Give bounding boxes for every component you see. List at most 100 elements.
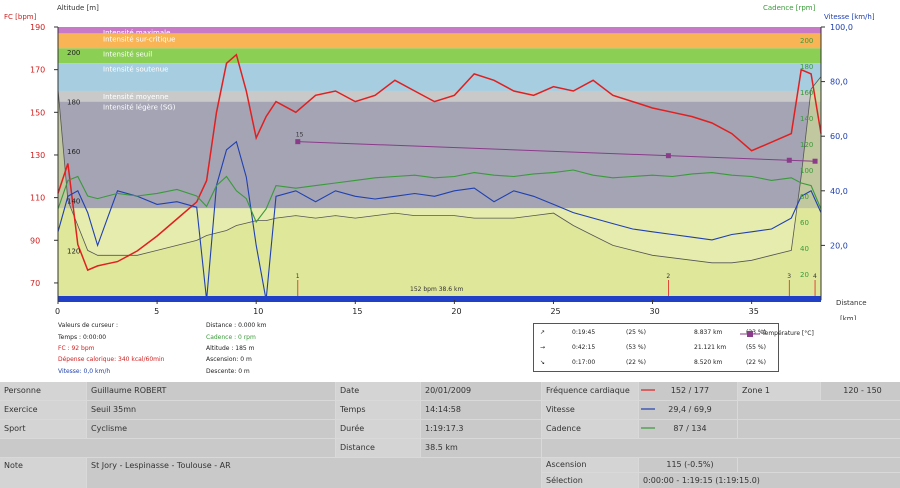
exercice-label: Exercice bbox=[0, 401, 86, 419]
sport-label: Sport bbox=[0, 420, 86, 438]
distance-label: Distance bbox=[336, 439, 420, 457]
arrow-up-icon: ↗ bbox=[540, 329, 546, 336]
duree-label: Durée bbox=[336, 420, 420, 438]
lap-marker-label: 1 bbox=[296, 273, 300, 280]
temperature-legend: Température [°C] bbox=[762, 330, 814, 337]
cursor-ascension: Ascension: 0 m bbox=[206, 356, 252, 363]
vitesse-tick-label: 20,0 bbox=[830, 241, 848, 250]
zone-label: Zone 1 bbox=[738, 382, 820, 400]
zone-label: Intensité soutenue bbox=[103, 65, 168, 73]
selection-label: Sélection bbox=[542, 473, 638, 488]
zone-label: Intensité moyenne bbox=[103, 93, 169, 101]
fc-tick-label: 90 bbox=[30, 236, 40, 245]
summary-row-climb: ↗ 0:19:45 (25 %) 8.837 km (23 %) bbox=[540, 329, 766, 336]
temperature-legend-swatch bbox=[740, 331, 760, 337]
altitude-tick-label: 180 bbox=[67, 98, 80, 106]
elevation-summary: ↗ 0:19:45 (25 %) 8.837 km (23 %) → 0:42:… bbox=[533, 323, 779, 372]
empty-cell bbox=[542, 439, 900, 457]
cursor-descente: Descente: 0 m bbox=[206, 368, 250, 375]
vitesse-tick-label: 100,0 bbox=[830, 23, 853, 32]
vitesse-tick-label: 60,0 bbox=[830, 132, 848, 141]
zone-label: Intensité maximale bbox=[103, 29, 170, 37]
cadence-tick-label: 200 bbox=[800, 37, 813, 45]
temps-label: Temps bbox=[336, 401, 420, 419]
cadence-tick-label: 120 bbox=[800, 141, 813, 149]
temperature-marker bbox=[812, 158, 818, 164]
note-value[interactable]: St Jory - Lespinasse - Toulouse - AR bbox=[87, 458, 541, 488]
cursor-vitesse: Vitesse: 0,0 km/h bbox=[58, 368, 111, 375]
distance-unit: [km] bbox=[840, 315, 857, 320]
date-value: 20/01/2009 bbox=[421, 382, 541, 400]
cadence-tick-label: 140 bbox=[800, 115, 813, 123]
zone-band bbox=[58, 90, 821, 102]
personne-label: Personne bbox=[0, 382, 86, 400]
cursor-title: Valeurs de curseur : bbox=[58, 322, 118, 329]
cadence-tick-label: 20 bbox=[800, 271, 809, 279]
empty-cell bbox=[738, 420, 900, 438]
exercice-value[interactable]: Seuil 35mn bbox=[87, 401, 335, 419]
altitude-tick-label: 120 bbox=[67, 247, 80, 255]
series-line-cadence bbox=[57, 169, 822, 224]
summary-row-descent: ↘ 0:17:00 (22 %) 8.520 km (22 %) bbox=[540, 359, 766, 366]
vitesse-label: Vitesse bbox=[542, 401, 638, 419]
fc-tick-label: 110 bbox=[30, 194, 45, 203]
cadence-tick-label: 60 bbox=[800, 219, 809, 227]
distance-tick-label: 35 bbox=[749, 307, 759, 316]
altitude-tick-label: 140 bbox=[67, 198, 80, 206]
fc-value: 152 / 177 bbox=[639, 382, 737, 400]
temps-value: 14:14:58 bbox=[421, 401, 541, 419]
cursor-depense: Dépense calorique: 340 kcal/60min bbox=[58, 356, 165, 363]
zone-label: Intensité seuil bbox=[103, 50, 152, 58]
fc-tick-label: 150 bbox=[30, 108, 45, 117]
distance-tick-label: 0 bbox=[55, 307, 60, 316]
note-label: Note bbox=[0, 458, 86, 488]
temperature-start-label: 15 bbox=[296, 132, 304, 139]
distance-tick-label: 25 bbox=[550, 307, 560, 316]
cadence-label: Cadence bbox=[542, 420, 638, 438]
fc-tick-label: 130 bbox=[30, 151, 45, 160]
temperature-marker bbox=[295, 139, 301, 145]
distance-tick-label: 20 bbox=[451, 307, 461, 316]
zone-band bbox=[58, 48, 821, 64]
chart-axes: FC [bpm] Altitude [m] Cadence [rpm] Vitesse… bbox=[4, 4, 875, 320]
cadence-axis-title: Cadence [rpm] bbox=[763, 4, 816, 12]
zone-value: 120 - 150 bbox=[821, 382, 900, 400]
altitude-tick-label: 200 bbox=[67, 49, 80, 57]
cursor-altitude: Altitude : 185 m bbox=[206, 345, 255, 352]
personne-value[interactable]: Guillaume ROBERT bbox=[87, 382, 335, 400]
cadence-tick-label: 160 bbox=[800, 89, 813, 97]
cadence-tick-label: 100 bbox=[800, 167, 813, 175]
series-line-vitesse bbox=[57, 140, 822, 301]
vitesse-tick-label: 80,0 bbox=[830, 78, 848, 87]
duree-value: 1:19:17.3 bbox=[421, 420, 541, 438]
altitude-tick-label: 160 bbox=[67, 148, 80, 156]
zone-band bbox=[58, 33, 821, 49]
cadence-tick-label: 180 bbox=[800, 63, 813, 71]
zone-band bbox=[58, 101, 821, 209]
vitesse-axis-title: Vitesse [km/h] bbox=[824, 13, 875, 21]
session-details-table: Personne Guillaume ROBERT Date 20/01/200… bbox=[0, 382, 900, 488]
zone-label: Intensité sur-critique bbox=[103, 35, 175, 43]
lap-marker-label: 2 bbox=[666, 273, 670, 280]
cursor-cadence: Cadence : 0 rpm bbox=[206, 334, 256, 341]
distance-tick-label: 5 bbox=[154, 307, 159, 316]
summary-label: 152 bpm 38.6 km bbox=[410, 286, 463, 293]
vitesse-tick-label: 40,0 bbox=[830, 187, 848, 196]
cadence-swatch-icon bbox=[641, 427, 655, 429]
zone-band bbox=[58, 63, 821, 91]
zone-label: Intensité légère (SG) bbox=[103, 104, 176, 112]
fc-tick-label: 70 bbox=[30, 279, 40, 288]
fc-tick-label: 170 bbox=[30, 66, 45, 75]
zone-band bbox=[58, 27, 821, 34]
sport-value[interactable]: Cyclisme bbox=[87, 420, 335, 438]
arrow-down-icon: ↘ bbox=[540, 359, 546, 366]
cursor-fc: FC : 92 bpm bbox=[58, 345, 95, 352]
empty-cell bbox=[738, 458, 900, 472]
summary-row-flat: → 0:42:15 (53 %) 21.121 km (55 %) bbox=[540, 344, 766, 351]
ascension-label: Ascension bbox=[542, 458, 638, 472]
fc-label: Fréquence cardiaque bbox=[542, 382, 638, 400]
altitude-axis-title: Altitude [m] bbox=[57, 4, 99, 12]
temperature-marker bbox=[665, 153, 671, 159]
vitesse-value: 29,4 / 69,9 bbox=[639, 401, 737, 419]
